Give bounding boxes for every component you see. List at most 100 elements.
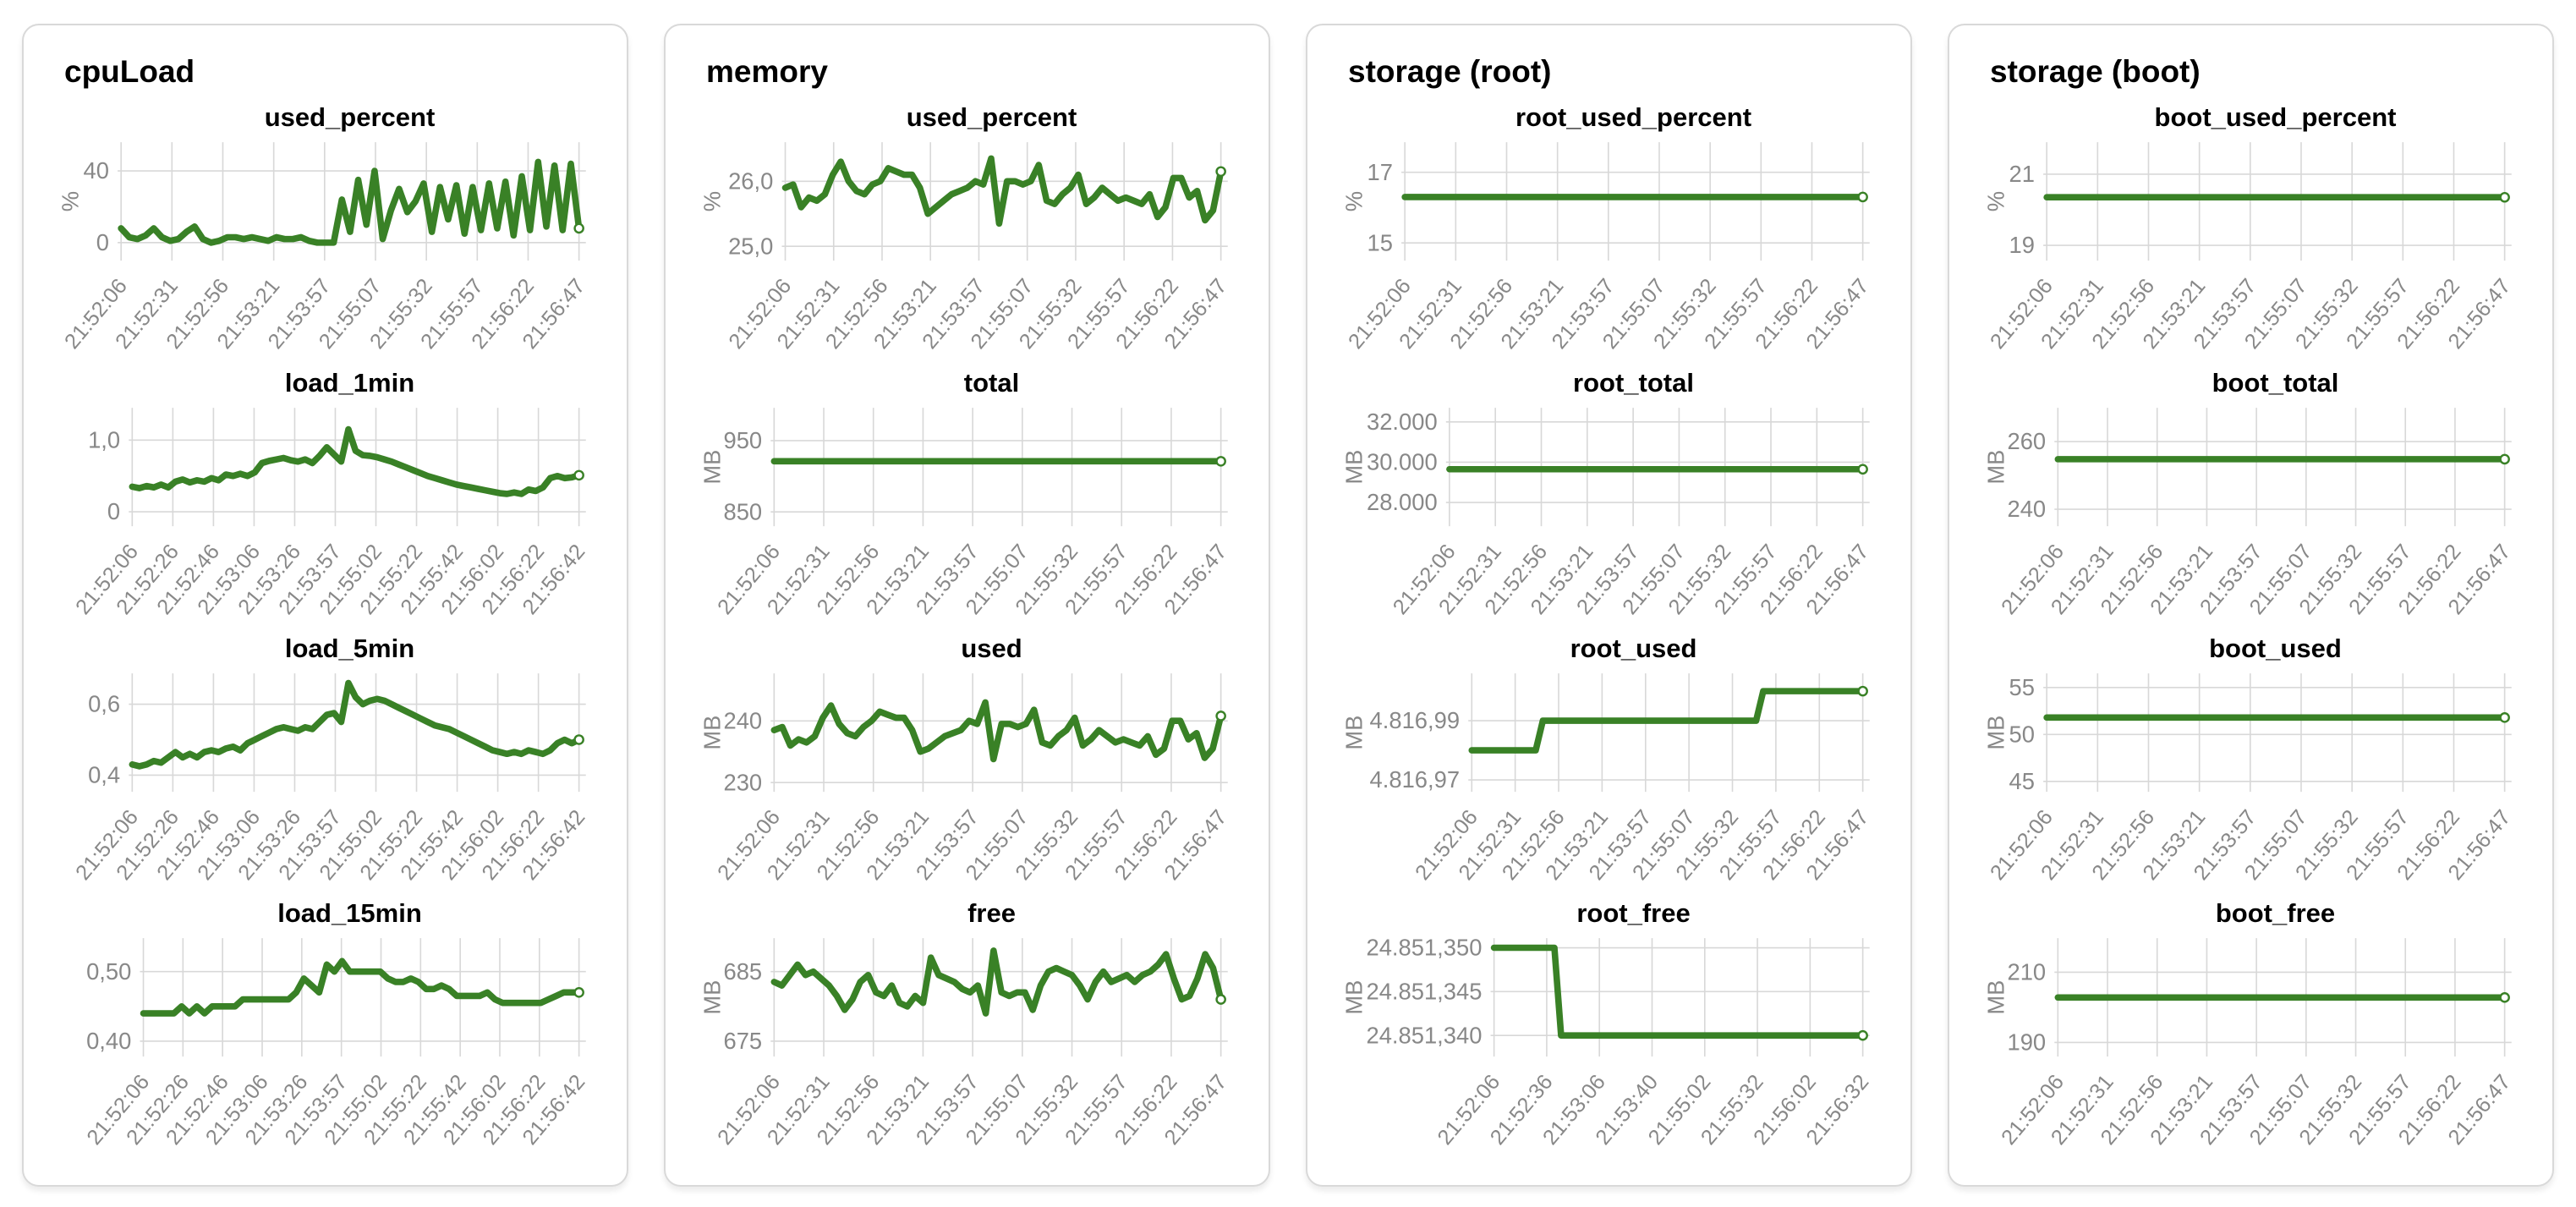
chart-plot-total[interactable]: 21:52:0621:52:3121:52:5621:53:2121:53:57… [693,399,1241,633]
series-line [1468,687,1866,754]
chart-title: total [963,367,1020,398]
y-tick-label: 45 [2009,768,2035,794]
y-tick-label: 25,0 [728,233,773,259]
y-tick-label: 24.851,345 [1366,979,1482,1005]
panel-title: storage (root) [1348,54,1552,89]
chart-plot-root_used[interactable]: 21:52:0621:52:3121:52:5621:53:2121:53:57… [1335,665,1883,898]
series-line [118,158,583,246]
panel-title: memory [706,54,828,89]
panel-title: storage (boot) [1990,54,2201,89]
chart-block-used: used 21:52:06 21:52:31 21:52:56 21:53:21 21:5… [693,633,1241,898]
y-tick-label: 260 [2007,428,2046,454]
chart-title: boot_used [2209,633,2342,663]
chart-plot-used_percent[interactable]: 21:52:0621:52:3121:52:5621:53:2121:53:57… [693,134,1241,367]
chart-plot-boot_used_percent[interactable]: 21:52:0621:52:3121:52:5621:53:2121:53:57… [1976,134,2525,367]
series-endpoint-marker [1857,1030,1868,1041]
series-line [1490,945,1866,1040]
y-tick-label: 26,0 [728,167,773,194]
panel-card-3: storage (boot) boot_used_percent 21:52:06 2… [1948,24,2554,1188]
chart-block-root_total: root_total 21:52:06 21:52:31 21:52:56 21:53:… [1335,367,1883,633]
y-tick-label: 0 [96,229,109,255]
chart-plot-boot_used[interactable]: 21:52:0621:52:3121:52:5621:53:2121:53:57… [1976,665,2525,898]
y-tick-label: 210 [2007,959,2046,985]
series-line [770,947,1225,1018]
series-endpoint-marker [2499,453,2510,465]
series-endpoint-marker [2499,992,2510,1004]
y-axis-unit-label: MB [1340,715,1367,749]
y-axis-unit-label: MB [699,449,725,484]
chart-block-root_used: root_used 21:52:06 21:52:31 21:52:56 21:53:2… [1335,633,1883,898]
y-axis-unit-label: MB [1340,449,1367,484]
chart-title: load_1min [284,367,415,398]
chart-block-boot_total: boot_total 21:52:06 21:52:31 21:52:56 21:53:… [1976,367,2525,633]
y-tick-label: 50 [2009,721,2035,747]
series-line [129,679,583,770]
y-axis-unit-label: % [1340,191,1367,211]
chart-plot-boot_free[interactable]: 21:52:0621:52:3121:52:5621:53:2121:53:57… [1976,930,2525,1163]
chart-block-boot_used: boot_used 21:52:06 21:52:31 21:52:56 21:53:2… [1976,633,2525,898]
panel-card-2: storage (root) root_used_percent 21:52:06 2… [1306,24,1912,1188]
y-tick-label: 40 [84,157,109,184]
chart-title: used [961,633,1022,663]
y-tick-label: 850 [723,498,762,524]
y-axis-unit-label: MB [699,715,725,749]
y-axis-unit-label: MB [1982,980,2009,1015]
chart-block-boot_free: boot_free 21:52:06 21:52:31 21:52:56 21:53:2… [1976,897,2525,1163]
y-tick-label: 230 [723,769,762,795]
y-tick-label: 0,6 [88,690,120,716]
panel-card-0: cpuLoad used_percent 21:52:06 21:52:31 21:52… [22,24,628,1188]
y-tick-label: 240 [723,707,762,733]
y-axis-unit-label: % [57,191,83,211]
y-tick-label: 55 [2009,674,2035,700]
chart-plot-used_percent[interactable]: 21:52:0621:52:3121:52:5621:53:2121:53:57… [51,134,600,367]
chart-block-free: free 21:52:06 21:52:31 21:52:56 21:53:21 21:5… [693,897,1241,1163]
chart-plot-load_5min[interactable]: 21:52:0621:52:2621:52:4621:53:0621:53:26… [51,665,600,898]
chart-plot-free[interactable]: 21:52:0621:52:3121:52:5621:53:2121:53:57… [693,930,1241,1163]
series-line [140,957,583,1018]
chart-title: root_total [1573,367,1694,398]
series-endpoint-marker [1215,710,1226,721]
series-endpoint-marker [573,469,584,480]
chart-title: free [967,898,1016,929]
y-tick-label: 24.851,340 [1366,1023,1482,1049]
y-tick-label: 190 [2007,1029,2046,1056]
y-tick-label: 0,40 [86,1029,131,1055]
panel-card-1: memory used_percent 21:52:06 21:52:31 21:52:… [664,24,1270,1188]
series-line [129,425,583,497]
series-line [781,155,1225,228]
chart-title: used_percent [264,102,436,132]
chart-title: boot_total [2212,367,2339,398]
y-axis-unit-label: MB [1340,980,1367,1015]
chart-title: boot_free [2215,898,2336,929]
y-tick-label: 15 [1367,229,1393,255]
chart-plot-root_free[interactable]: 21:52:0621:52:3621:53:0621:53:4021:55:02… [1335,930,1883,1163]
chart-block-root_free: root_free 21:52:06 21:52:36 21:53:06 21:53:4… [1335,897,1883,1163]
chart-title: root_used_percent [1515,102,1752,132]
y-tick-label: 19 [2009,232,2035,258]
series-endpoint-marker [1857,685,1868,697]
chart-plot-root_used_percent[interactable]: 21:52:0621:52:3121:52:5621:53:2121:53:57… [1335,134,1883,367]
series-endpoint-marker [1215,994,1226,1006]
y-tick-label: 1,0 [88,426,120,453]
chart-plot-load_15min[interactable]: 21:52:0621:52:2621:52:4621:53:0621:53:26… [51,930,600,1163]
y-tick-label: 240 [2007,496,2046,522]
y-tick-label: 24.851,350 [1366,935,1482,961]
chart-block-load_1min: load_1min 21:52:06 21:52:26 21:52:46 21:53:0… [51,367,600,633]
series-endpoint-marker [1215,166,1226,178]
chart-block-load_15min: load_15min 21:52:06 21:52:26 21:52:46 21:53:… [51,897,600,1163]
chart-title: root_free [1576,898,1691,929]
chart-block-root_used_percent: root_used_percent 21:52:06 21:52:31 21:52:5… [1335,101,1883,367]
chart-plot-used[interactable]: 21:52:0621:52:3121:52:5621:53:2121:53:57… [693,665,1241,898]
chart-plot-boot_total[interactable]: 21:52:0621:52:3121:52:5621:53:2121:53:57… [1976,399,2525,633]
y-tick-label: 0 [107,498,120,524]
chart-block-load_5min: load_5min 21:52:06 21:52:26 21:52:46 21:53:0… [51,633,600,898]
series-endpoint-marker [1215,455,1226,467]
y-tick-label: 0,50 [86,958,131,985]
chart-block-boot_used_percent: boot_used_percent 21:52:06 21:52:31 21:52:5… [1976,101,2525,367]
series-endpoint-marker [2499,711,2510,723]
chart-plot-load_1min[interactable]: 21:52:0621:52:2621:52:4621:53:0621:53:26… [51,399,600,633]
series-endpoint-marker [573,222,584,234]
y-tick-label: 950 [723,427,762,453]
chart-plot-root_total[interactable]: 21:52:0621:52:3121:52:5621:53:2121:53:57… [1335,399,1883,633]
series-endpoint-marker [1857,191,1868,203]
